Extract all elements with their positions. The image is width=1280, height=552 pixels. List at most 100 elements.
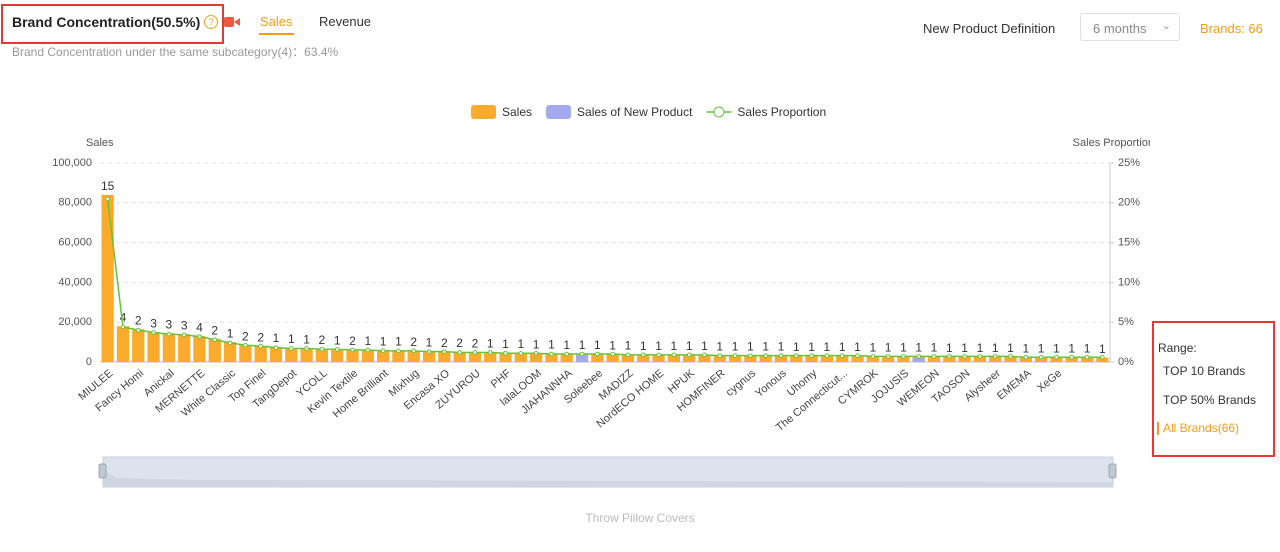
bar bbox=[407, 350, 420, 362]
y-tick-label: 80,000 bbox=[58, 197, 92, 209]
bar-label: 1 bbox=[1038, 341, 1045, 355]
bar-label: 1 bbox=[961, 341, 968, 355]
chart: Sales Sales Proportion 0 20,000 40,000 60,000… bbox=[52, 105, 1150, 488]
proportion-point bbox=[365, 347, 371, 353]
bar bbox=[728, 355, 742, 362]
proportion-point bbox=[763, 353, 768, 358]
bar bbox=[361, 350, 374, 362]
bar bbox=[652, 354, 665, 362]
bar-label: 1 bbox=[885, 340, 892, 354]
bar-label: 1 bbox=[1053, 341, 1060, 355]
proportion-point bbox=[212, 337, 218, 343]
proportion-point bbox=[962, 354, 967, 359]
y-tick-label: 60,000 bbox=[58, 237, 92, 249]
proportion-point bbox=[518, 350, 524, 356]
bar bbox=[621, 354, 635, 362]
bar bbox=[484, 352, 497, 362]
title: Brand Concentration(50.5%) bbox=[12, 14, 201, 30]
zoom-handle bbox=[1108, 463, 1117, 479]
bar bbox=[1035, 357, 1048, 362]
bar-label: 1 bbox=[778, 340, 785, 354]
proportion-point bbox=[166, 331, 172, 337]
bar bbox=[881, 356, 895, 362]
bar-label: 1 bbox=[609, 338, 616, 352]
proportion-point bbox=[702, 352, 707, 358]
x-tick-label: Yonous bbox=[753, 367, 789, 400]
bar bbox=[453, 352, 466, 362]
video-icon[interactable] bbox=[224, 16, 240, 28]
y2-tick-label: 20% bbox=[1118, 197, 1140, 209]
bar-label: 1 bbox=[548, 338, 555, 352]
definition-label: New Product Definition bbox=[923, 21, 1056, 36]
proportion-point bbox=[396, 348, 401, 354]
proportion-point bbox=[595, 351, 600, 357]
proportion-point bbox=[610, 351, 615, 357]
y-tick-label: 100,000 bbox=[52, 157, 92, 169]
proportion-point bbox=[181, 332, 187, 338]
bar-label: 1 bbox=[426, 335, 433, 349]
help-icon[interactable]: ? bbox=[204, 15, 218, 29]
bar-label: 2 bbox=[135, 313, 142, 327]
proportion-line bbox=[106, 198, 1103, 358]
definition-select[interactable]: 6 months ⌄ bbox=[1080, 13, 1180, 41]
y-axis-title: Sales bbox=[86, 137, 114, 149]
proportion-point bbox=[579, 351, 585, 357]
bar bbox=[989, 356, 1002, 362]
bar-label: 2 bbox=[211, 323, 218, 337]
bar bbox=[530, 353, 543, 362]
bar-label: 1 bbox=[762, 340, 769, 354]
proportion-point bbox=[135, 327, 141, 333]
bar bbox=[591, 354, 604, 362]
bar-label: 1 bbox=[808, 340, 815, 354]
legend-item: Sales Proportion bbox=[706, 105, 826, 119]
bar bbox=[667, 354, 680, 362]
bar bbox=[239, 345, 252, 362]
y2-tick-label: 25% bbox=[1118, 157, 1140, 169]
proportion-point bbox=[656, 352, 661, 358]
bar bbox=[300, 348, 313, 362]
bar bbox=[606, 354, 619, 362]
bar-label: 3 bbox=[181, 318, 188, 332]
bar-label: 1 bbox=[793, 340, 800, 354]
tab-underline bbox=[259, 33, 294, 35]
subtitle: Brand Concentration under the same subca… bbox=[12, 45, 339, 59]
y2-tick-label: 10% bbox=[1118, 276, 1140, 288]
proportion-point bbox=[748, 353, 753, 358]
range-option[interactable]: TOP 50% Brands bbox=[1163, 393, 1256, 407]
bar-label: 1 bbox=[517, 337, 524, 351]
bar bbox=[499, 352, 512, 362]
proportion-point bbox=[717, 353, 723, 358]
bar-label: 1 bbox=[977, 341, 984, 355]
bar bbox=[193, 336, 206, 362]
proportion-point bbox=[288, 346, 294, 351]
tab-revenue[interactable]: Revenue bbox=[319, 14, 372, 29]
bar-label: 1 bbox=[701, 339, 708, 353]
range-option[interactable]: All Brands(66) bbox=[1163, 421, 1240, 435]
bar-label: 1 bbox=[625, 339, 632, 353]
proportion-point bbox=[824, 353, 830, 358]
x-tick-label: PHF bbox=[489, 367, 514, 391]
selected-indicator bbox=[1157, 422, 1159, 435]
bar bbox=[331, 349, 344, 362]
proportion-point bbox=[472, 350, 478, 355]
proportion-point bbox=[319, 346, 325, 352]
tab-sales[interactable]: Sales bbox=[260, 14, 293, 29]
range-option[interactable]: TOP 10 Brands bbox=[1163, 364, 1246, 378]
bar bbox=[973, 356, 987, 362]
bar bbox=[1080, 357, 1094, 362]
proportion-point bbox=[120, 324, 126, 330]
legend-label: Sales of New Product bbox=[577, 105, 693, 119]
proportion-point bbox=[870, 354, 876, 359]
bar bbox=[560, 353, 573, 362]
bar bbox=[545, 353, 558, 362]
bar bbox=[897, 356, 910, 362]
proportion-point bbox=[901, 354, 906, 359]
bar bbox=[912, 358, 925, 362]
proportion-point bbox=[503, 350, 508, 356]
proportion-point bbox=[258, 343, 263, 349]
bar bbox=[1096, 357, 1109, 362]
bar bbox=[805, 355, 818, 362]
bar bbox=[637, 354, 650, 362]
y2-axis-title: Sales Proportion bbox=[1073, 137, 1150, 149]
